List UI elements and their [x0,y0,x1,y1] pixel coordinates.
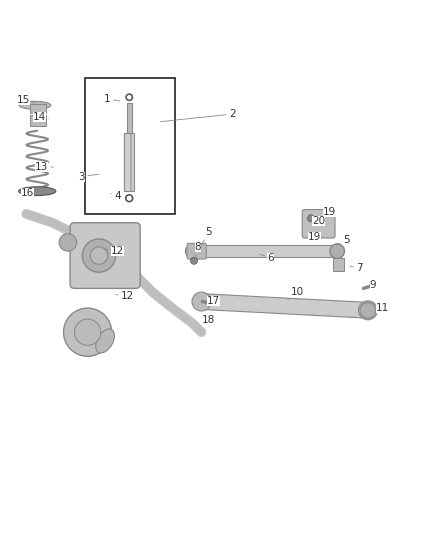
FancyBboxPatch shape [70,223,140,288]
Ellipse shape [19,101,51,109]
Bar [333,258,344,271]
Circle shape [358,301,378,320]
Text: 14: 14 [33,112,49,122]
Circle shape [185,244,200,259]
Circle shape [192,292,211,311]
Circle shape [191,257,198,264]
Bar [130,133,132,191]
Polygon shape [193,245,337,257]
Text: 19: 19 [323,207,336,217]
Text: 15: 15 [17,95,35,105]
Ellipse shape [96,329,114,353]
Bar [127,103,131,138]
FancyBboxPatch shape [302,209,335,238]
Text: 5: 5 [199,228,212,249]
Text: 4: 4 [111,191,121,201]
Circle shape [330,244,344,258]
Circle shape [360,302,376,318]
Text: 6: 6 [260,253,274,263]
Circle shape [82,239,116,272]
Circle shape [330,244,345,259]
Text: 11: 11 [375,303,389,313]
Circle shape [74,319,101,345]
FancyBboxPatch shape [187,243,206,259]
Circle shape [64,308,112,356]
Text: 16: 16 [21,188,38,198]
Circle shape [307,215,314,222]
Text: 1: 1 [104,94,120,104]
Ellipse shape [18,187,56,196]
Text: 13: 13 [35,161,53,172]
Text: 17: 17 [205,296,220,305]
Text: 12: 12 [104,246,124,256]
Text: 5: 5 [336,235,350,246]
Text: 10: 10 [288,287,304,300]
Text: 3: 3 [78,172,99,182]
Text: 2: 2 [160,109,236,122]
Circle shape [203,316,210,322]
Text: 19: 19 [308,232,321,242]
Text: 9: 9 [368,280,377,290]
Text: 8: 8 [194,242,201,257]
Circle shape [59,233,77,251]
Bar [30,104,46,113]
Bar [30,115,46,126]
Text: 20: 20 [312,216,325,227]
Polygon shape [201,294,368,318]
Circle shape [90,247,108,264]
Text: 12: 12 [116,291,134,301]
Bar [85,78,175,214]
Bar [124,133,134,191]
Text: 18: 18 [202,315,215,325]
Text: 7: 7 [350,263,363,273]
